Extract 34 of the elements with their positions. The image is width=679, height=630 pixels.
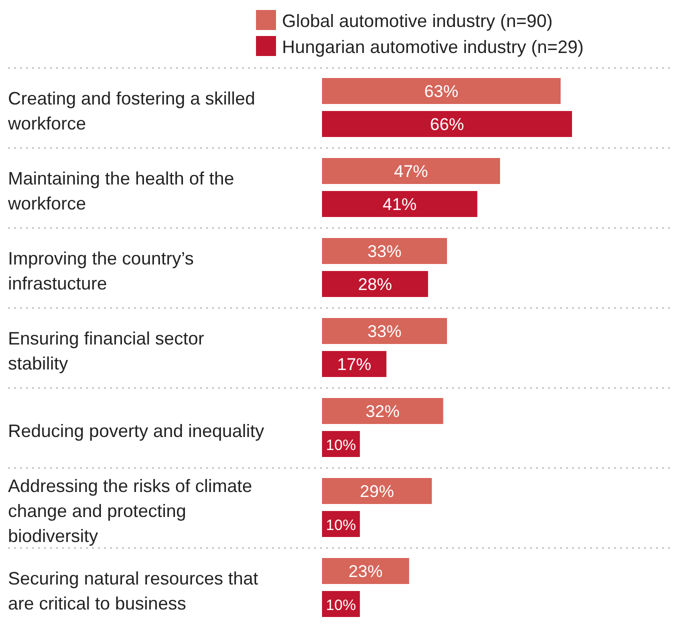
data-label: 17% [337, 355, 372, 374]
bar [322, 351, 386, 377]
bar [322, 158, 500, 184]
bar [322, 478, 432, 504]
data-label: 41% [382, 195, 417, 214]
data-label: 10% [326, 437, 356, 454]
data-label: 10% [326, 517, 356, 534]
y-tick-label: Securing natural resources that are critical to business [8, 568, 258, 614]
data-label: 33% [367, 242, 402, 261]
legend-label: Global automotive industry (n=90) [282, 11, 553, 31]
data-label: 28% [358, 275, 392, 294]
data-label: 66% [430, 115, 464, 134]
bar [322, 271, 428, 297]
bar [322, 238, 447, 264]
data-label: 29% [360, 482, 394, 501]
y-tick-label: Maintaining the health of the workforce [7, 168, 234, 214]
legend-label: Hungarian automotive industry (n=29) [282, 37, 584, 57]
y-tick-label: Reducing poverty and inequality [8, 421, 264, 441]
bar [322, 111, 572, 137]
data-label: 47% [394, 162, 428, 181]
data-label: 23% [348, 562, 383, 581]
data-label: 10% [326, 597, 356, 614]
bar [322, 398, 444, 424]
y-tick-label: Addressing the risks of climate change and protecting biodiversity [8, 476, 252, 546]
y-tick-label: Creating and fostering a skilled workforce [7, 88, 256, 134]
data-label: 33% [367, 322, 402, 341]
bar [322, 318, 447, 344]
y-tick-label: Improving the country’s infrastucture [8, 248, 194, 294]
y-tick-label: Ensuring financial sector stability [8, 328, 204, 374]
bar [322, 191, 478, 217]
data-label: 32% [366, 402, 400, 421]
bar [322, 78, 561, 104]
bar [322, 558, 410, 584]
data-label: 63% [424, 82, 458, 101]
